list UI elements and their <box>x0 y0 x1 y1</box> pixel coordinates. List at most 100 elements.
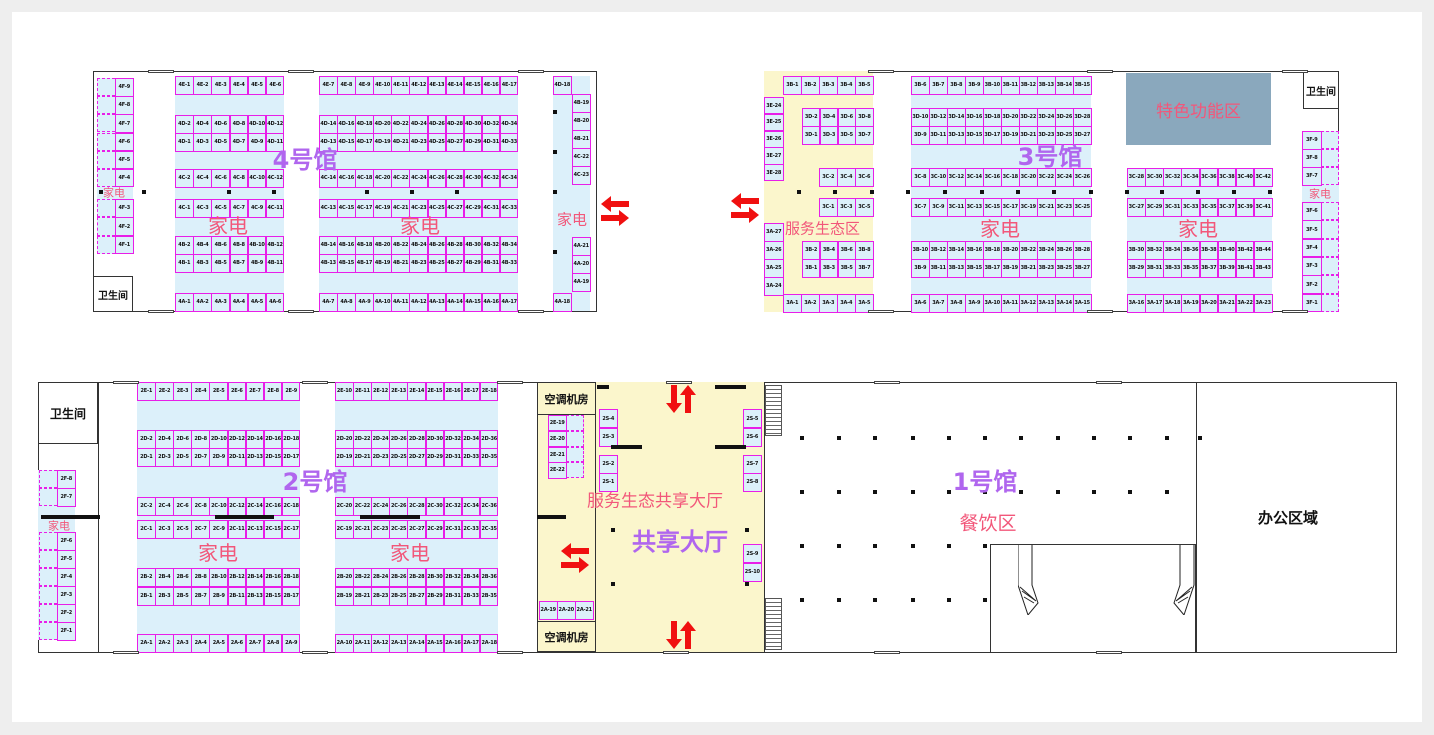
booth[interactable]: 4C-16 <box>337 169 356 188</box>
booth[interactable]: 2D-7 <box>191 448 210 467</box>
booth[interactable]: 3B-9 <box>911 259 930 278</box>
booth[interactable]: 2E-20 <box>548 430 567 447</box>
booth[interactable]: 4E-3 <box>211 76 230 95</box>
booth[interactable]: 4B-31 <box>481 254 501 273</box>
booth[interactable]: 2D-5 <box>173 448 192 467</box>
booth[interactable]: 3D-13 <box>947 126 966 145</box>
booth[interactable]: 4D-27 <box>445 133 465 152</box>
booth[interactable]: 2C-36 <box>479 497 499 516</box>
booth[interactable]: 4E-6 <box>265 76 285 95</box>
booth[interactable]: 3C-4 <box>837 168 856 187</box>
booth[interactable]: 3B-26 <box>1055 241 1074 260</box>
booth[interactable]: 3F-2 <box>1302 275 1322 295</box>
booth[interactable]: 4D-21 <box>391 133 410 152</box>
booth[interactable]: 4D-30 <box>463 115 483 134</box>
booth[interactable]: 4B-6 <box>211 236 230 255</box>
booth[interactable]: 3B-10 <box>911 241 930 260</box>
booth[interactable]: 4D-18 <box>355 115 374 134</box>
booth[interactable]: 3A-7 <box>929 294 948 313</box>
booth[interactable]: 3B-6 <box>911 76 930 95</box>
booth[interactable]: 4B-9 <box>247 254 267 273</box>
booth[interactable]: 3C-41 <box>1253 198 1273 217</box>
booth[interactable]: 2C-13 <box>245 520 265 539</box>
booth[interactable]: 3B-30 <box>1127 241 1146 260</box>
booth[interactable]: 2B-3 <box>155 587 174 606</box>
booth[interactable]: 2D-6 <box>173 430 192 449</box>
booth[interactable]: 4B-5 <box>211 254 230 273</box>
booth[interactable]: 2B-17 <box>281 587 301 606</box>
booth[interactable]: 3D-27 <box>1073 126 1092 145</box>
booth[interactable]: 2B-9 <box>209 587 229 606</box>
booth[interactable]: 4B-13 <box>319 254 338 273</box>
booth[interactable]: 4E-15 <box>463 76 483 95</box>
booth[interactable]: 2B-4 <box>155 568 174 587</box>
booth[interactable]: 4D-25 <box>427 133 447 152</box>
booth[interactable]: 2B-32 <box>443 568 463 587</box>
booth[interactable]: 4B-17 <box>355 254 374 273</box>
booth[interactable]: 2B-19 <box>335 587 354 606</box>
booth[interactable]: 3B-28 <box>1073 241 1092 260</box>
booth[interactable]: 3A-23 <box>1253 294 1273 313</box>
booth[interactable]: 4A-11 <box>391 293 410 312</box>
booth[interactable]: 4A-9 <box>355 293 374 312</box>
booth[interactable]: 4B-20 <box>572 112 591 131</box>
booth[interactable]: 4C-10 <box>247 169 267 188</box>
booth[interactable]: 3B-27 <box>1073 259 1092 278</box>
booth[interactable]: 2C-20 <box>335 497 354 516</box>
booth[interactable]: 4D-11 <box>265 133 285 152</box>
booth[interactable]: 4B-8 <box>229 236 249 255</box>
booth[interactable]: 3A-15 <box>1073 294 1092 313</box>
booth[interactable]: 2B-14 <box>245 568 265 587</box>
booth[interactable]: 2D-34 <box>461 430 481 449</box>
booth[interactable]: 4A-14 <box>445 293 465 312</box>
booth[interactable]: 4C-29 <box>463 199 483 218</box>
booth[interactable]: 2A-1 <box>137 634 156 653</box>
booth[interactable]: 2B-21 <box>353 587 372 606</box>
booth[interactable]: 4C-18 <box>355 169 374 188</box>
booth[interactable]: 2E-19 <box>548 415 567 432</box>
booth[interactable]: 3C-39 <box>1235 198 1255 217</box>
booth[interactable]: 3B-1 <box>783 76 802 95</box>
booth[interactable]: 4C-17 <box>355 199 374 218</box>
booth[interactable]: 4C-1 <box>175 199 194 218</box>
booth[interactable]: 2A-8 <box>263 634 283 653</box>
booth[interactable]: 4C-26 <box>427 169 447 188</box>
booth[interactable]: 4D-17 <box>355 133 374 152</box>
booth[interactable]: 3C-5 <box>855 198 874 217</box>
booth[interactable]: 2A-6 <box>227 634 247 653</box>
booth[interactable]: 2F-3 <box>57 586 76 605</box>
booth[interactable]: 4D-9 <box>247 133 267 152</box>
booth[interactable]: 2C-16 <box>263 497 283 516</box>
booth[interactable]: 2D-27 <box>407 448 427 467</box>
booth[interactable]: 2F-5 <box>57 550 76 569</box>
booth[interactable]: 3A-22 <box>1235 294 1255 313</box>
booth[interactable]: 2A-15 <box>425 634 445 653</box>
booth[interactable]: 4C-8 <box>229 169 249 188</box>
booth[interactable]: 2A-9 <box>281 634 301 653</box>
booth[interactable]: 2C-26 <box>389 497 408 516</box>
booth[interactable]: 2D-17 <box>281 448 301 467</box>
booth[interactable]: 3C-30 <box>1145 168 1164 187</box>
booth[interactable]: 2B-25 <box>389 587 408 606</box>
booth[interactable]: 2D-20 <box>335 430 354 449</box>
booth[interactable]: 3B-22 <box>1019 241 1038 260</box>
booth[interactable]: 4D-4 <box>193 115 212 134</box>
booth[interactable]: 4A-13 <box>427 293 447 312</box>
booth[interactable]: 3B-38 <box>1199 241 1219 260</box>
booth[interactable]: 2A-18 <box>479 634 499 653</box>
booth[interactable]: 4E-4 <box>229 76 249 95</box>
booth[interactable]: 3B-37 <box>1199 259 1219 278</box>
booth[interactable]: 3D-17 <box>983 126 1002 145</box>
booth[interactable]: 2D-24 <box>371 430 390 449</box>
booth[interactable]: 3E-25 <box>764 113 784 132</box>
booth[interactable]: 3A-21 <box>1217 294 1237 313</box>
booth[interactable]: 3C-38 <box>1217 168 1237 187</box>
booth[interactable]: 2B-22 <box>353 568 372 587</box>
booth[interactable]: 2C-11 <box>227 520 247 539</box>
booth[interactable]: 4B-10 <box>247 236 267 255</box>
booth[interactable]: 4B-1 <box>175 254 194 273</box>
booth[interactable]: 4B-4 <box>193 236 212 255</box>
booth[interactable]: 3B-13 <box>947 259 966 278</box>
booth[interactable]: 4D-1 <box>175 133 194 152</box>
booth[interactable]: 3C-35 <box>1199 198 1219 217</box>
